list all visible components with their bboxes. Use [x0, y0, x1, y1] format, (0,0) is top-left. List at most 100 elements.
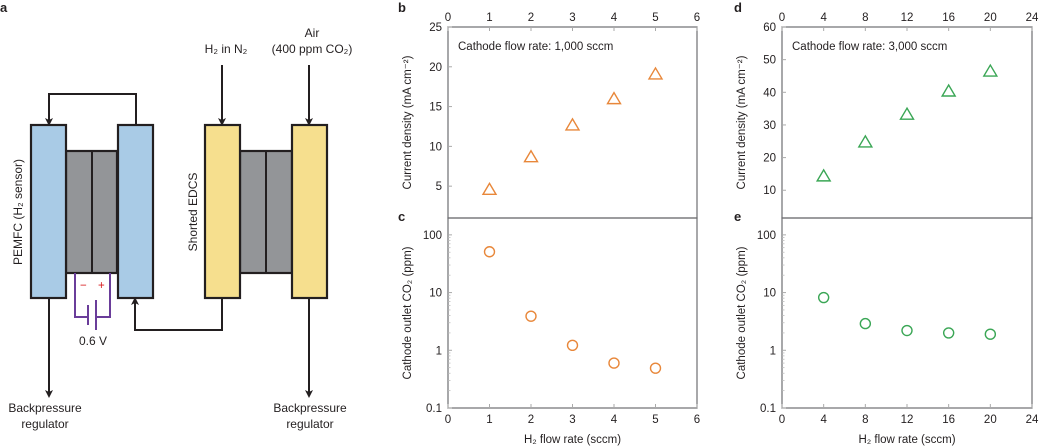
plot-frame: [447, 217, 698, 409]
data-point-triangle: [523, 149, 539, 163]
edcs-left-plate: [203, 123, 242, 300]
bpr-left-label-2: regulator: [21, 417, 68, 431]
data-point-circle: [566, 339, 579, 352]
y-tick-label: 100: [757, 230, 776, 242]
x-tick-label: 5: [652, 414, 658, 426]
chart-e: 0 4 8 12 16 20 24 0.1 1 10 100 Cathode outlet CO₂ (…: [736, 217, 1039, 446]
data-point-circle: [483, 246, 496, 258]
x-tick-label: 3: [569, 12, 575, 24]
y-tick-label: 20: [429, 62, 442, 74]
x-tick-label: 5: [652, 12, 658, 24]
x-tick-label: 12: [901, 12, 914, 24]
pemfc-label: PEMFC (H₂ sensor): [11, 159, 25, 265]
x-tick-label: 1: [486, 12, 492, 24]
data-point-triangle: [564, 117, 581, 131]
y-tick-label: 30: [763, 120, 776, 132]
x-tick-label: 8: [862, 414, 868, 426]
x-tick-label: 12: [901, 414, 914, 426]
panel-label-d: d: [734, 0, 742, 15]
x-tick-label: 24: [1026, 12, 1039, 24]
edcs-right-plate: [290, 123, 329, 300]
battery-minus: −: [80, 280, 87, 292]
data-point-triangle: [481, 181, 498, 196]
y-tick-label: 10: [429, 141, 442, 153]
h2-inlet-label: H₂ in N₂: [205, 42, 248, 56]
panel-label-b: b: [398, 0, 406, 15]
y-tick-label: 10: [763, 185, 776, 197]
chart-b: 0 1 2 3 4 5 6 5 10 15 20 25 Current density (mA cm⁻²…: [402, 12, 700, 219]
y-tick-label: 25: [429, 22, 442, 34]
x-axis-label: H₂ flow rate (sccm): [524, 434, 621, 446]
setup-diagram: − + 0.6 V PEMFC (H₂ sensor) Shorted EDCS…: [8, 26, 352, 431]
y-tick-label: 1: [770, 345, 776, 357]
data-point-triangle: [857, 134, 874, 148]
x-tick-label: 2: [528, 414, 534, 426]
pemfc-left-plate: [29, 123, 68, 300]
x-tick-label: 2: [528, 12, 534, 24]
x-tick-label: 0: [445, 414, 451, 426]
x-tick-label: 0: [779, 12, 785, 24]
edcs-label: Shorted EDCS: [186, 173, 200, 252]
battery-wires: [74, 273, 111, 318]
y-tick-label: 5: [436, 181, 442, 193]
pemfc-right-plate: [116, 123, 155, 300]
air-co2-label: (400 ppm CO₂): [272, 42, 353, 56]
x-tick-label: 24: [1026, 414, 1039, 426]
x-tick-label: 4: [820, 12, 827, 24]
chart-d: 0 4 8 12 16 20 24 10 20 30 40 50 60 Current density (…: [736, 12, 1039, 219]
x-tick-label: 8: [862, 12, 868, 24]
data-point-triangle: [940, 83, 957, 97]
y-tick-label: 100: [423, 230, 442, 242]
x-axis-label: H₂ flow rate (sccm): [858, 434, 955, 446]
y-axis-label: Cathode outlet CO₂ (ppm): [736, 246, 748, 379]
data-point-circle: [984, 328, 997, 340]
y-tick-label: 15: [429, 102, 442, 114]
x-tick-label: 6: [694, 414, 700, 426]
y-tick-label: 0.1: [760, 403, 776, 415]
data-point-circle: [649, 362, 662, 374]
data-point-triangle: [647, 66, 664, 80]
panel-label-e: e: [734, 209, 741, 224]
recirculation-arrow: [45, 93, 137, 126]
annotation: Cathode flow rate: 1,000 sccm: [458, 41, 613, 53]
y-tick-label: 50: [763, 55, 776, 67]
x-tick-label: 20: [984, 12, 997, 24]
y-tick-label: 1: [436, 345, 442, 357]
y-tick-label: 10: [763, 288, 776, 300]
panel-label-c: c: [398, 209, 405, 224]
y-tick-label: 20: [763, 153, 776, 165]
data-point-circle: [942, 327, 955, 339]
data-point-circle: [901, 324, 913, 337]
x-tick-label: 4: [611, 414, 618, 426]
x-tick-label: 0: [779, 414, 785, 426]
data-point-circle: [817, 291, 830, 304]
y-axis-label: Current density (mA cm⁻²): [402, 55, 414, 189]
x-tick-label: 4: [820, 414, 827, 426]
y-tick-label: 10: [429, 288, 442, 300]
x-tick-label: 0: [445, 12, 451, 24]
data-point-circle: [525, 310, 537, 322]
y-tick-label: 40: [763, 87, 776, 99]
plot-frame: [781, 26, 1033, 219]
data-point-circle: [608, 357, 620, 369]
data-point-circle: [859, 317, 872, 330]
bpr-right-label-1: Backpressure: [273, 401, 347, 415]
chart-c: 0 1 2 3 4 5 6 0.1 1 10 100 Cathode outlet CO₂ (ppm)…: [402, 217, 700, 446]
data-point-triangle: [815, 168, 832, 182]
air-label: Air: [305, 26, 320, 40]
y-axis-label: Current density (mA cm⁻²): [736, 55, 748, 189]
panel-label-a: a: [0, 0, 8, 15]
x-tick-label: 16: [942, 12, 955, 24]
x-tick-label: 1: [486, 414, 492, 426]
x-tick-label: 3: [569, 414, 575, 426]
x-tick-label: 16: [942, 414, 955, 426]
data-point-triangle: [606, 91, 622, 105]
battery-plus: +: [98, 280, 105, 292]
bpr-right-label-2: regulator: [286, 417, 333, 431]
x-tick-label: 20: [984, 414, 997, 426]
y-tick-label: 0.1: [426, 403, 442, 415]
plot-frame: [781, 217, 1033, 409]
bpr-left-label-1: Backpressure: [8, 401, 82, 415]
